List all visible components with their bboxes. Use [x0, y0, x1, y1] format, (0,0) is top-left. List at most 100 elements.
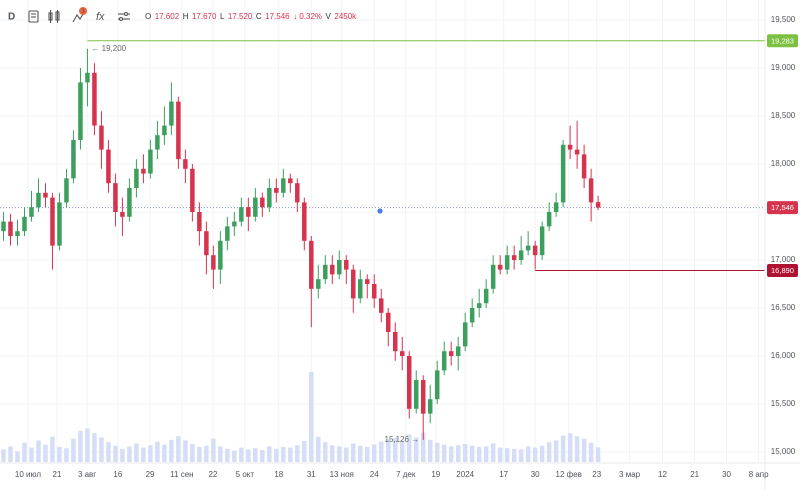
- volume-bar: [29, 447, 34, 462]
- candle-body: [567, 144, 573, 150]
- x-tick-label: 10 июл: [15, 470, 41, 479]
- candle-body: [358, 279, 363, 299]
- volume-bar: [330, 445, 335, 462]
- toolbar: D 3 fx O 17.602 H 17.670 L 17.520 C 17.546 ↓ 0.3…: [8, 7, 357, 23]
- volume-bar: [581, 438, 587, 462]
- legend-value: 2450k: [334, 12, 357, 21]
- candle-body: [483, 288, 489, 304]
- volume-bar: [511, 448, 517, 462]
- candle-body: [392, 332, 398, 352]
- price-level-label: 19,283: [771, 36, 794, 45]
- candle-body: [148, 149, 153, 174]
- candle-body: [113, 183, 118, 212]
- candle-body: [406, 356, 412, 409]
- candle-body: [162, 125, 167, 136]
- candle-body: [99, 125, 104, 150]
- volume-bar: [295, 445, 300, 462]
- candle-body: [337, 259, 342, 275]
- candle-body: [344, 259, 349, 270]
- legend-value: 17.520: [228, 12, 253, 21]
- volume-bar: [406, 434, 412, 462]
- candle-body: [532, 245, 538, 256]
- badge: [79, 7, 87, 15]
- legend-value: 17.670: [192, 12, 217, 21]
- ohlc-legend: O 17.602 H 17.670 L 17.520 C 17.546 ↓ 0.32% V 2450…: [145, 12, 357, 21]
- candle-body: [420, 380, 426, 414]
- legend-key: H: [183, 12, 189, 21]
- candles-layer: [1, 48, 601, 440]
- candle-body: [64, 178, 69, 203]
- candles-icon[interactable]: [48, 10, 60, 23]
- candle-body: [372, 283, 377, 299]
- candle-body: [92, 72, 97, 126]
- volume-bar: [302, 441, 307, 462]
- volume-bar: [15, 451, 20, 462]
- volume-bar: [197, 447, 202, 462]
- volume-bar: [560, 435, 566, 462]
- extreme-annotation: ← 19,200: [91, 44, 126, 53]
- candle-body: [379, 298, 384, 313]
- x-tick-label: 12: [658, 470, 667, 479]
- candle-body: [15, 231, 20, 236]
- volume-bar: [316, 436, 321, 462]
- y-tick-label: 19,000: [771, 63, 796, 72]
- candle-body: [267, 187, 272, 208]
- volume-bar: [309, 372, 314, 462]
- candle-body: [504, 255, 510, 270]
- volume-bar: [183, 440, 188, 462]
- x-tick-label: 24: [370, 470, 379, 479]
- volume-bar: [120, 448, 125, 462]
- bar-style-icon[interactable]: [28, 10, 39, 23]
- volume-bar: [267, 446, 272, 462]
- candle-body: [595, 202, 601, 208]
- volume-bar: [176, 436, 181, 462]
- formula-button[interactable]: fx: [96, 11, 105, 23]
- y-tick-label: 18,000: [771, 159, 796, 168]
- volume-bar: [106, 442, 111, 462]
- candle-body: [441, 351, 447, 371]
- indicators-icon[interactable]: [72, 10, 86, 23]
- candle-body: [316, 279, 321, 289]
- candle-body: [183, 159, 188, 169]
- volume-bar: [441, 444, 447, 462]
- x-tick-label: 22: [209, 470, 218, 479]
- x-tick-label: 7 дек: [396, 470, 416, 479]
- candle-body: [50, 197, 55, 246]
- candle-body: [127, 187, 132, 217]
- candle-body: [274, 187, 279, 193]
- levels-layer: [0, 40, 765, 272]
- y-tick-label: 17,000: [771, 255, 796, 264]
- candle-body: [36, 192, 41, 208]
- alert-dot[interactable]: [377, 208, 383, 214]
- axis-layer: 15,00015,50016,00016,50017,00017,50018,0…: [15, 15, 798, 479]
- settings-icon[interactable]: [118, 11, 130, 22]
- legend-change: ↓ 0.32%: [293, 12, 322, 21]
- candle-body: [476, 303, 482, 308]
- candle-body: [560, 144, 566, 203]
- candle-body: [155, 135, 160, 150]
- candle-body: [120, 211, 125, 217]
- candle-body: [351, 269, 356, 299]
- legend-key: O: [145, 12, 151, 21]
- candle-body: [176, 101, 181, 160]
- x-tick-label: 21: [690, 470, 699, 479]
- volume-bar: [413, 437, 419, 462]
- volume-bar: [525, 446, 531, 462]
- candle-body: [43, 192, 48, 198]
- volume-bar: [190, 444, 195, 462]
- volume-bar: [113, 445, 118, 462]
- x-tick-label: 31: [307, 470, 316, 479]
- x-tick-label: 12 фев: [556, 470, 582, 479]
- volume-bar: [567, 433, 573, 462]
- volume-bar: [64, 448, 69, 462]
- volume-bar: [546, 442, 552, 462]
- extreme-annotation: 15,126 →: [385, 435, 420, 444]
- volume-bar: [337, 446, 342, 462]
- volume-bar: [78, 430, 83, 462]
- candle-body: [85, 72, 90, 83]
- x-tick-label: 30: [531, 470, 540, 479]
- y-tick-label: 16,500: [771, 303, 796, 312]
- volume-bar: [92, 433, 97, 462]
- candle-body: [29, 207, 34, 217]
- interval-button[interactable]: D: [8, 12, 15, 23]
